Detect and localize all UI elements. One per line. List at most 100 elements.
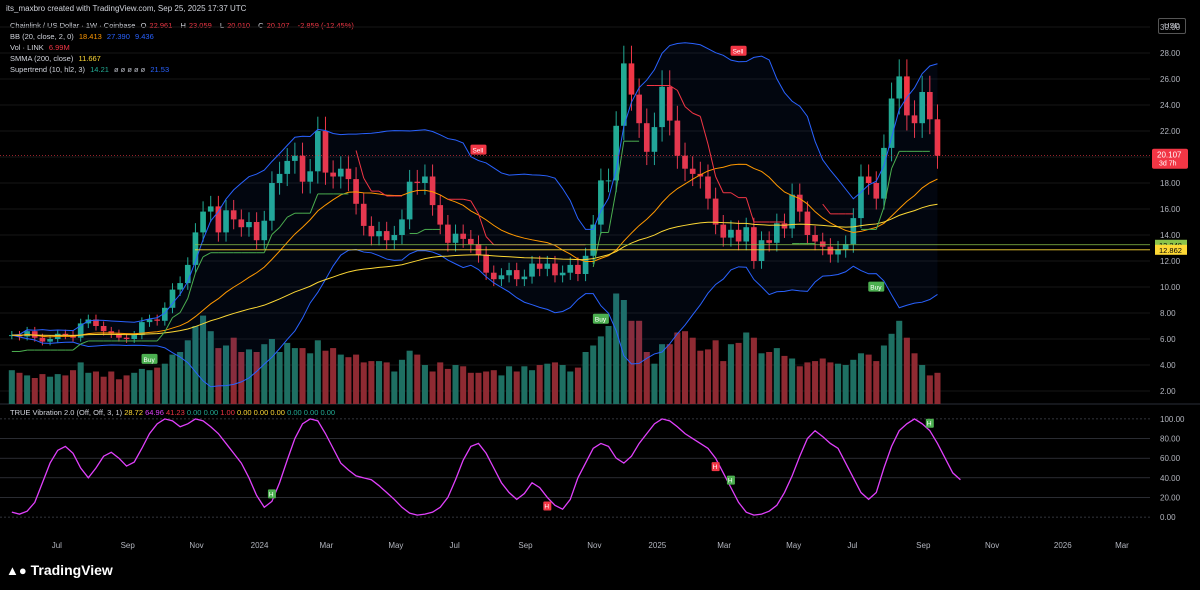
volume-bar — [689, 337, 696, 404]
h-marker-label: H — [728, 478, 733, 485]
supertrend-segment — [676, 90, 686, 107]
supertrend-segment — [615, 141, 625, 190]
volume-bar — [521, 366, 528, 404]
supertrend-down-value: 21.53 — [150, 65, 170, 74]
candle-body — [200, 211, 206, 233]
symbol-name[interactable]: Chainlink / US Dollar · 1W · Coinbase — [10, 21, 136, 30]
osc-axis-label: 20.00 — [1160, 493, 1181, 502]
candle-body — [77, 323, 84, 338]
currency-button[interactable]: USD — [1158, 18, 1186, 34]
price-axis-label: 4.00 — [1160, 361, 1176, 370]
volume-bar — [62, 375, 69, 404]
candle-body — [406, 181, 413, 220]
volume-bar — [812, 361, 819, 404]
volume-bar — [268, 339, 275, 404]
osc-value-1: 28.72 — [124, 408, 144, 417]
volume-bar — [475, 372, 482, 404]
volume-bar — [421, 365, 428, 404]
buy-signal-label: Buy — [595, 317, 607, 324]
supertrend-dots: ø ø ø ø ø — [114, 65, 146, 74]
osc-name[interactable]: TRUE Vibration 2.0 (Off, Off, 3, 1) — [10, 408, 123, 417]
osc-axis-label: 40.00 — [1160, 474, 1181, 483]
candle-body — [789, 194, 795, 229]
volume-bar — [743, 332, 750, 404]
legend-supertrend-row[interactable]: Supertrend (10, hl2, 3) 14.21 ø ø ø ø ø … — [10, 64, 357, 75]
price-axis-label: 24.00 — [1160, 101, 1181, 110]
price-axis-label: 18.00 — [1160, 179, 1181, 188]
volume-bar — [551, 362, 558, 404]
candle-body — [605, 180, 612, 182]
volume-bar — [460, 366, 467, 404]
supertrend-segment — [80, 340, 89, 345]
candle-body — [437, 205, 444, 225]
osc-value-4: 0.00 — [186, 408, 202, 417]
candle-body — [651, 127, 658, 152]
volume-bar — [215, 348, 222, 404]
volume-bar — [697, 350, 704, 404]
candle-body — [230, 210, 237, 220]
smma-name[interactable]: SMMA (200, close) — [10, 54, 74, 63]
buy-signal-label: Buy — [144, 357, 156, 364]
supertrend-segment — [692, 112, 701, 117]
open-value: 22.961 — [149, 21, 173, 30]
volume-bar — [299, 348, 306, 404]
legend-smma-row[interactable]: SMMA (200, close) 11.667 — [10, 53, 357, 64]
candle-body — [689, 168, 696, 174]
volume-bar — [8, 370, 15, 404]
legend-bb-row[interactable]: BB (20, close, 2, 0) 18.413 27.390 9.436 — [10, 31, 357, 42]
time-axis-label: Sep — [916, 541, 931, 550]
volume-bar — [850, 359, 857, 404]
volume-bar — [536, 365, 543, 404]
candle-body — [774, 223, 780, 243]
volume-bar — [108, 371, 115, 404]
volume-bar — [245, 349, 252, 404]
time-axis-label: Sep — [121, 541, 136, 550]
candle-body — [47, 339, 53, 342]
volume-bar — [544, 363, 551, 404]
volume-bar — [77, 362, 84, 404]
volume-bar — [444, 368, 451, 404]
candle-body — [850, 218, 857, 245]
candle-body — [429, 176, 436, 206]
candle-body — [919, 92, 925, 124]
candle-body — [674, 120, 681, 156]
candle-body — [93, 319, 99, 326]
candle-body — [911, 115, 918, 124]
oscillator-line — [11, 418, 961, 516]
candle-body — [39, 337, 46, 342]
supertrend-name[interactable]: Supertrend (10, hl2, 3) — [10, 65, 86, 74]
candle-body — [315, 131, 321, 172]
candle-body — [383, 231, 390, 241]
volume-bar — [628, 320, 635, 404]
volume-bar — [391, 371, 398, 404]
volume-bar — [865, 354, 872, 404]
supertrend-segment — [707, 143, 717, 177]
candle-body — [666, 86, 673, 121]
candle-body — [842, 244, 849, 250]
supertrend-segment — [19, 349, 28, 352]
time-axis-label: Mar — [717, 541, 731, 550]
oscillator-legend[interactable]: TRUE Vibration 2.0 (Off, Off, 3, 1) 28.7… — [10, 408, 335, 417]
supertrend-segment — [470, 200, 479, 215]
candle-body — [934, 119, 941, 156]
vol-name[interactable]: Vol · LINK — [10, 43, 44, 52]
time-axis-label: 2025 — [648, 541, 666, 550]
legend-vol-row[interactable]: Vol · LINK 6.99M — [10, 42, 357, 53]
supertrend-segment — [286, 212, 296, 218]
candle-body — [292, 155, 298, 161]
candle-body — [506, 270, 512, 276]
supertrend-segment — [822, 203, 831, 215]
price-tag-countdown: 3d 7h — [1159, 161, 1177, 168]
candle-body — [896, 76, 903, 99]
candle-body — [544, 263, 551, 269]
volume-bar — [919, 365, 926, 404]
bb-name[interactable]: BB (20, close, 2, 0) — [10, 32, 74, 41]
volume-bar — [934, 372, 941, 404]
level-tag-value: 12.862 — [1159, 246, 1182, 255]
volume-bar — [559, 365, 566, 404]
volume-bar — [605, 326, 612, 404]
volume-bar — [452, 365, 459, 404]
price-chart[interactable]: 2.00 4.00 6.00 8.00 10.00 12.00 14.00 16.00 18.0… — [0, 0, 1200, 560]
